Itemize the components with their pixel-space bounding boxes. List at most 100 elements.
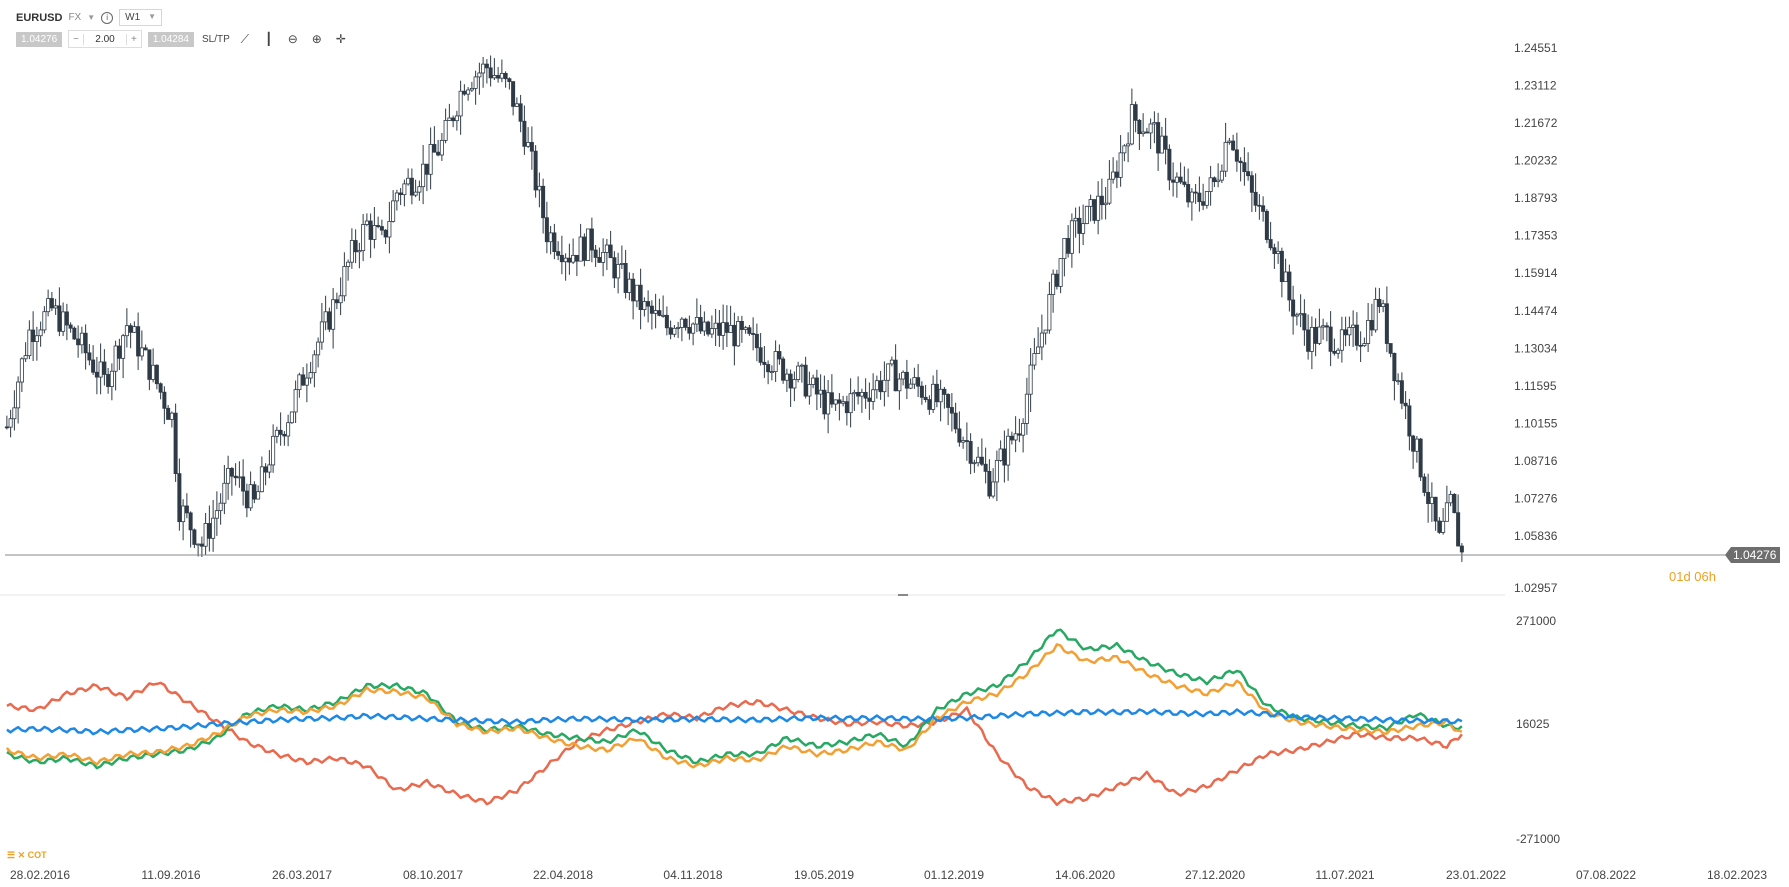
candle-body [556, 251, 561, 256]
candle-body [837, 399, 842, 404]
zoom-in-icon[interactable]: ⊕ [311, 32, 322, 46]
candle-body [1392, 352, 1397, 382]
candle-body [961, 440, 966, 443]
candle-body [1156, 122, 1161, 154]
candle-body [867, 397, 872, 402]
candle-body [417, 186, 422, 193]
candle-body [334, 299, 339, 304]
candle-body [1036, 346, 1041, 354]
candle-body [1073, 217, 1078, 222]
candle-body [679, 318, 684, 328]
plus-button[interactable]: + [131, 33, 137, 45]
close-icon[interactable]: ✕ [17, 850, 26, 860]
candle-body [1167, 148, 1172, 181]
candle-body [747, 327, 752, 334]
candle-body [244, 490, 249, 509]
candle-body [342, 266, 347, 297]
date-tick-label: 19.05.2019 [794, 868, 854, 882]
candle-body [1077, 217, 1082, 234]
timeframe-select[interactable]: W1 ▼ [119, 9, 163, 26]
candle-body [46, 298, 51, 313]
candle-body [803, 364, 808, 397]
candle-body [447, 117, 452, 121]
candle-body [814, 377, 819, 395]
candle-body [1302, 313, 1307, 331]
candle-body [912, 377, 917, 385]
candle-body [23, 355, 28, 360]
candle-body [1148, 123, 1153, 134]
cot-series-line-2 [6, 628, 1463, 770]
candle-body [589, 228, 594, 251]
timeframe-label: W1 [125, 12, 141, 23]
price-tick-label: 1.14474 [1514, 304, 1558, 318]
candle-body [199, 543, 204, 547]
candle-body [439, 139, 444, 156]
candle-body [147, 349, 152, 380]
price-tick-label: 1.20232 [1514, 154, 1558, 168]
candle-body [1081, 223, 1086, 234]
candle-body [158, 383, 163, 393]
candle-body [496, 75, 501, 79]
candle-body [631, 278, 636, 302]
candle-body [848, 393, 853, 414]
sltp-button[interactable]: SL/TP [202, 33, 230, 45]
candle-body [991, 481, 996, 497]
candle-body [1219, 170, 1224, 181]
quantity-stepper[interactable]: − 2.00 + [68, 30, 142, 48]
candle-body [627, 278, 632, 293]
cot-indicator-label[interactable]: ☰ ✕ COT [7, 850, 47, 861]
candle-body [1257, 204, 1262, 207]
candle-body [1129, 104, 1134, 145]
ask-button[interactable]: 1.04284 [147, 31, 194, 47]
candle-body [784, 373, 789, 381]
price-tick-label: 1.24551 [1514, 41, 1558, 55]
bid-button[interactable]: 1.04276 [16, 31, 63, 47]
candle-body [481, 63, 486, 74]
candle-body [571, 254, 576, 263]
candle-body [188, 512, 193, 531]
menu-icon[interactable]: ☰ [7, 850, 16, 860]
candle-body [421, 163, 426, 188]
info-icon[interactable]: i [101, 11, 114, 24]
candle-body [721, 322, 726, 336]
candle-body [859, 391, 864, 397]
candle-body [1099, 195, 1104, 206]
date-axis: 28.02.2016 11.09.2016 26.03.2017 08.10.2017… [10, 868, 1767, 882]
minus-button[interactable]: − [73, 33, 79, 45]
candle-body [218, 502, 223, 512]
candle-body [432, 144, 437, 153]
candle-body [1006, 435, 1011, 466]
candle-body [1459, 545, 1464, 553]
candle-body [391, 200, 396, 222]
quantity-value[interactable]: 2.00 [83, 33, 127, 45]
zoom-out-icon[interactable]: ⊖ [287, 32, 298, 46]
resize-handle-icon[interactable] [898, 594, 908, 596]
chevron-down-icon[interactable]: ▼ [87, 13, 96, 22]
candle-body [578, 236, 583, 262]
candle-body [1298, 313, 1303, 316]
candle-body [124, 325, 129, 337]
candle-body [642, 301, 647, 310]
candle-body [1216, 179, 1221, 183]
symbol-label[interactable]: EURUSD [16, 11, 63, 24]
crosshair-icon[interactable]: ✛ [335, 32, 346, 46]
candle-body [754, 333, 759, 349]
candle-body [16, 381, 21, 409]
candles-icon[interactable]: ┃ [265, 32, 273, 46]
candle-body [518, 103, 523, 122]
candle-body [12, 407, 17, 420]
candle-body [308, 372, 313, 379]
candle-body [882, 379, 887, 393]
candle-body [151, 364, 156, 380]
candle-body [852, 391, 857, 395]
current-price-label: 1.04276 [1733, 548, 1777, 562]
candle-body [1377, 299, 1382, 307]
price-tick-label: 1.08716 [1514, 454, 1558, 468]
line-chart-icon[interactable]: ⟋ [240, 31, 249, 46]
candle-body [1362, 343, 1367, 347]
candle-body [634, 284, 639, 302]
candle-body [177, 473, 182, 523]
candle-body [901, 371, 906, 380]
candle-body [169, 412, 174, 420]
